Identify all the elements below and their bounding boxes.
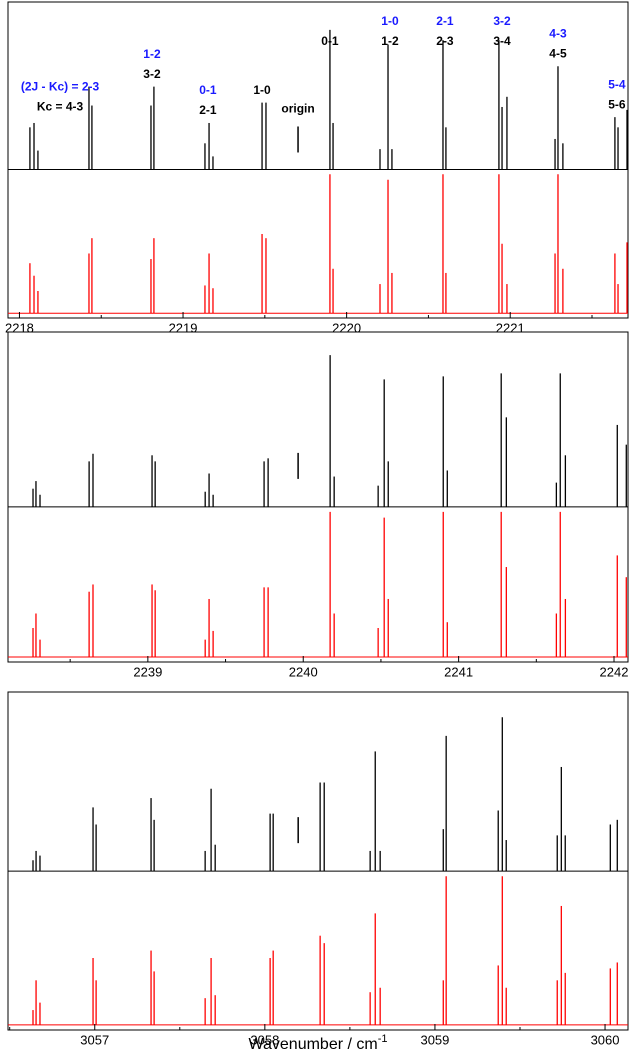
annotation-label: 2-1 — [436, 14, 454, 28]
x-tick-label: 3060 — [591, 1032, 620, 1047]
annotation-label: 3-2 — [493, 14, 511, 28]
annotation-label: 1-2 — [381, 34, 399, 48]
annotation-label: 0-1 — [199, 83, 217, 97]
annotation-label: 1-0 — [253, 83, 271, 97]
panel-frame — [7, 1, 629, 319]
annotation-label: 4-5 — [549, 46, 567, 60]
panel-frame — [7, 331, 629, 663]
x-tick-label: 2241 — [444, 664, 473, 679]
x-axis-title: Wavenumber / cm-1 — [249, 1033, 388, 1053]
x-tick-label: 3059 — [420, 1032, 449, 1047]
annotation-label: 3-2 — [143, 67, 161, 81]
annotation-label: (2J - Kc) = 2-3 — [21, 80, 100, 94]
annotation-label: 4-3 — [549, 26, 567, 40]
x-tick-label: 2219 — [169, 320, 198, 335]
annotation-label: 5-6 — [608, 97, 626, 111]
annotation-label: 1-2 — [143, 47, 161, 61]
annotation-label: 2-3 — [436, 34, 454, 48]
x-axis-title-sup: -1 — [378, 1033, 388, 1045]
annotation-label: Kc = 4-3 — [37, 100, 84, 114]
x-tick-label: 2239 — [133, 664, 162, 679]
x-tick-label: 2220 — [332, 320, 361, 335]
x-tick-label: 2242 — [600, 664, 629, 679]
annotation-label: 1-0 — [381, 14, 399, 28]
annotation-label: 0-1 — [321, 34, 339, 48]
x-tick-label: 2221 — [496, 320, 525, 335]
x-tick-label: 3058 — [250, 1032, 279, 1047]
x-tick-label: 2218 — [5, 320, 34, 335]
annotation-label: 2-1 — [199, 103, 217, 117]
annotation-label: 5-4 — [608, 77, 626, 91]
panel-frame — [7, 691, 629, 1031]
annotation-label: 3-4 — [493, 34, 511, 48]
annotation-label: origin — [281, 102, 314, 116]
x-axis-title-text: Wavenumber / cm — [249, 1036, 378, 1053]
x-tick-label: 3057 — [80, 1032, 109, 1047]
x-tick-label: 2240 — [289, 664, 318, 679]
